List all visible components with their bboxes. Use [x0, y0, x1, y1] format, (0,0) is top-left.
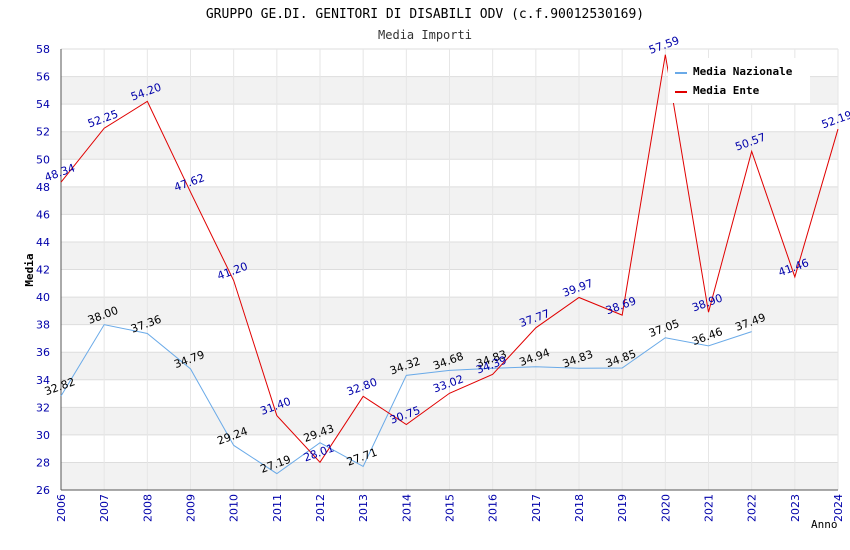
x-tick-label: 2011: [271, 494, 284, 522]
series-line-ente: [60, 54, 839, 464]
chart-title: GRUPPO GE.DI. GENITORI DI DISABILI ODV (…: [206, 7, 644, 22]
y-tick-label: 56: [36, 71, 50, 84]
legend-label-ente: Media Ente: [693, 84, 760, 97]
chart-subtitle: Media Importi: [378, 28, 472, 42]
x-tick-label: 2016: [487, 494, 500, 522]
y-tick-label: 52: [36, 126, 50, 139]
y-tick-label: 46: [36, 208, 50, 221]
x-tick-label: 2014: [400, 494, 413, 522]
x-tick-labels: 2006 2007 2008 2009 2010 2011 2012 2013 2014 2015…: [55, 494, 845, 522]
series-lines: [60, 54, 839, 475]
y-tick-label: 36: [36, 346, 50, 359]
y-tick-label: 54: [36, 98, 50, 111]
x-axis-label: Anno: [811, 518, 838, 531]
data-label-ente: 52.25: [86, 107, 120, 130]
y-tick-label: 40: [36, 291, 50, 304]
x-tick-label: 2009: [185, 494, 198, 522]
series-line-nazionale: [60, 324, 752, 475]
data-label-ente: 52.19: [820, 108, 850, 131]
x-tick-label: 2017: [530, 494, 543, 522]
x-tick-label: 2018: [573, 494, 586, 522]
x-tick-label: 2020: [659, 494, 672, 522]
x-tick-label: 2006: [55, 494, 68, 522]
y-tick-label: 34: [36, 374, 50, 387]
x-tick-label: 2024: [832, 494, 845, 522]
y-tick-label: 50: [36, 153, 50, 166]
x-tick-label: 2019: [616, 494, 629, 522]
x-tick-label: 2021: [703, 494, 716, 522]
x-tick-label: 2008: [141, 494, 154, 522]
y-tick-labels: 26 28 30 32 34 36 38 40 42 44 46 48 50 52 54 56 58: [36, 43, 50, 497]
x-tick-label: 2015: [444, 494, 457, 522]
x-tick-label: 2022: [746, 494, 759, 522]
data-label-nazionale: 36.46: [690, 325, 724, 348]
y-tick-label: 44: [36, 236, 50, 249]
y-tick-label: 28: [36, 456, 50, 469]
axes: [60, 49, 838, 491]
y-tick-label: 58: [36, 43, 50, 56]
x-tick-label: 2010: [228, 494, 241, 522]
y-axis-label: Media: [23, 253, 36, 286]
y-tick-label: 30: [36, 429, 50, 442]
legend: Media Nazionale Media Ente: [668, 58, 810, 103]
y-tick-label: 48: [36, 181, 50, 194]
y-tick-label: 32: [36, 401, 50, 414]
x-tick-label: 2007: [98, 494, 111, 522]
legend-box: [668, 58, 810, 103]
x-tick-label: 2023: [789, 494, 802, 522]
y-tick-label: 38: [36, 319, 50, 332]
x-tick-label: 2012: [314, 494, 327, 522]
data-label-ente: 39.97: [561, 277, 595, 300]
x-tick-label: 2013: [357, 494, 370, 522]
legend-label-nazionale: Media Nazionale: [693, 65, 793, 78]
y-tick-label: 42: [36, 264, 50, 277]
y-tick-label: 26: [36, 484, 50, 497]
data-label-ente: 57.59: [647, 34, 681, 57]
